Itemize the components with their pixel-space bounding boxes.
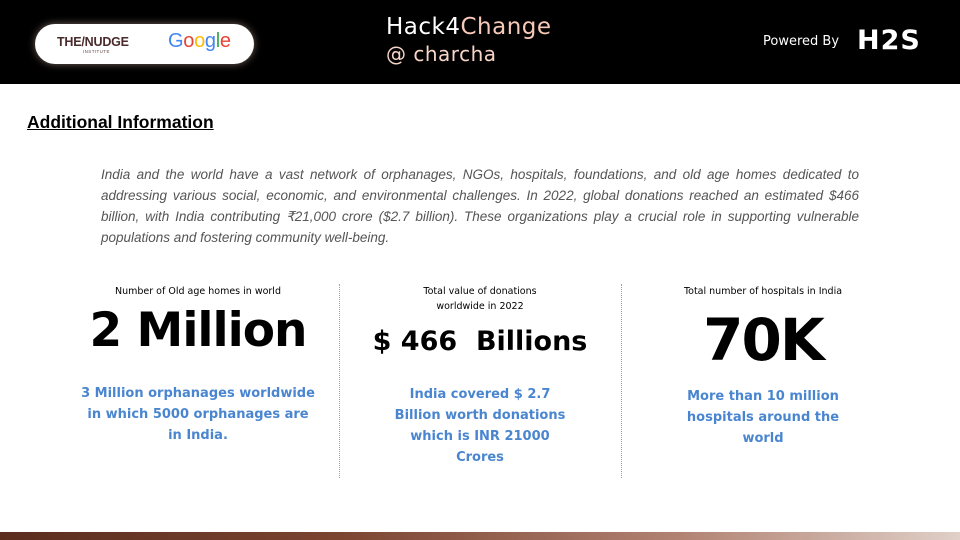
column-divider — [621, 284, 622, 478]
nudge-institute-logo: THE/NUDGE — [57, 35, 129, 49]
stat-value: 70K — [703, 306, 825, 374]
header-bar: THE/NUDGE INSTITUTE Google Hack4Change @… — [0, 0, 960, 84]
stat-hospitals: Total number of hospitals in India 70K M… — [640, 284, 886, 478]
partner-logos: THE/NUDGE INSTITUTE Google — [35, 24, 254, 64]
powered-by-label: Powered By — [763, 34, 840, 49]
event-title-part1: Hack4 — [386, 14, 461, 40]
stat-old-age-homes: Number of Old age homes in world 2 Milli… — [80, 284, 316, 478]
stat-label: Total value of donations worldwide in 20… — [360, 284, 600, 314]
google-logo: Google — [168, 30, 231, 52]
stat-label: Total number of hospitals in India — [683, 286, 843, 297]
event-title: Hack4Change — [386, 14, 552, 40]
column-divider — [339, 284, 340, 478]
stat-note: 3 Million orphanages worldwide in which … — [81, 386, 315, 443]
stat-note-text: India covered $ 2.7 Billion worth donati… — [394, 387, 566, 465]
event-subtitle: @ charcha — [386, 42, 497, 66]
nudge-institute-subtext: INSTITUTE — [83, 49, 110, 54]
stat-value: $ 466 Billions — [372, 326, 588, 357]
stat-value: 2 Million — [89, 303, 307, 358]
event-title-part2: Change — [460, 14, 552, 40]
stat-note: India covered $ 2.7 Billion worth donati… — [360, 384, 600, 468]
section-title: Additional Information — [27, 112, 214, 132]
stat-note: More than 10 million hospitals around th… — [640, 386, 886, 449]
section-description: India and the world have a vast network … — [101, 167, 859, 245]
footer-gradient-bar — [0, 532, 960, 540]
stat-donations: Total value of donations worldwide in 20… — [360, 284, 600, 478]
h2s-logo: H2S — [857, 25, 921, 56]
stat-label: Number of Old age homes in world — [115, 286, 281, 297]
stat-label-text: Total value of donations worldwide in 20… — [423, 286, 537, 312]
stat-note-text: More than 10 million hospitals around th… — [686, 389, 840, 446]
